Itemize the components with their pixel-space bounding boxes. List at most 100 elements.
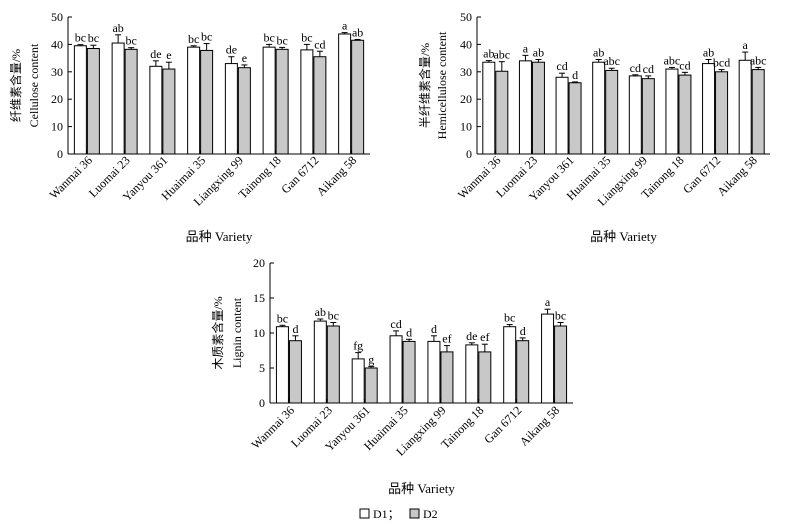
y-axis-label-en: Cellulose content [27, 43, 41, 127]
significance-label: abc [493, 48, 510, 62]
bar-d2 [568, 82, 582, 155]
bar-d2 [288, 340, 302, 404]
bar-d2 [715, 71, 729, 155]
significance-label: fg [353, 339, 363, 353]
y-tick-label: 30 [51, 65, 63, 79]
bar-d1 [111, 42, 125, 155]
significance-label: bc [75, 31, 86, 45]
y-tick-label: 0 [259, 396, 265, 410]
y-tick-label: 40 [51, 37, 63, 51]
bar-d1 [482, 61, 496, 155]
significance-label: d [292, 322, 298, 336]
bar-d2 [162, 68, 176, 155]
y-tick-label: 15 [253, 291, 265, 305]
significance-label: cd [314, 37, 325, 51]
y-tick-label: 0 [57, 147, 63, 161]
significance-label: de [226, 43, 237, 57]
significance-label: ab [593, 45, 604, 59]
significance-label: cd [556, 59, 567, 73]
significance-label: bc [276, 33, 287, 47]
bar-d1 [465, 344, 479, 404]
bar-d1 [300, 49, 314, 155]
significance-label: g [368, 353, 374, 367]
cellulose-chart: 0 10 20 30 40 50 纤维素含量/% Cellulose content 品种 Va… [8, 10, 370, 244]
y-tick-label: 10 [51, 120, 63, 134]
significance-label: bc [88, 31, 99, 45]
bar-d2 [237, 67, 251, 155]
significance-label: d [406, 325, 412, 339]
significance-label: ab [112, 21, 123, 35]
significance-label: d [520, 324, 526, 338]
bar-d2 [402, 340, 416, 404]
bar-d1 [503, 326, 517, 404]
x-axis-label: 品种 Variety [186, 229, 253, 244]
y-axis-label-en: Lignin content [230, 297, 244, 368]
legend-label-d1: D1； [373, 507, 400, 521]
bar-d2 [440, 351, 454, 404]
bar-d2 [516, 340, 530, 404]
bar-d2 [478, 351, 492, 404]
significance-label: bc [201, 30, 212, 44]
bar-d2 [641, 78, 655, 155]
category-label: Wanmai 36 [248, 403, 297, 452]
category-label: Aikang 58 [517, 403, 562, 448]
significance-label: ab [703, 45, 714, 59]
significance-label: ab [533, 45, 544, 59]
y-tick-label: 5 [259, 361, 265, 375]
significance-label: bc [188, 32, 199, 46]
significance-label: de [466, 329, 477, 343]
significance-label: a [342, 19, 348, 33]
significance-label: abc [664, 53, 681, 67]
significance-label: ab [352, 25, 363, 39]
y-tick-label: 30 [460, 65, 472, 79]
bar-d1 [702, 63, 716, 155]
significance-label: a [523, 41, 529, 55]
bar-d1 [149, 65, 163, 155]
significance-label: cd [390, 317, 401, 331]
legend-swatch-d2 [409, 508, 420, 519]
significance-label: cd [679, 58, 690, 72]
bar-d1 [518, 60, 532, 155]
bar-d2 [678, 74, 692, 155]
x-axis-label: 品种 Variety [590, 229, 657, 244]
significance-label: ab [483, 47, 494, 61]
significance-label: a [743, 38, 749, 52]
bar-d2 [605, 69, 619, 155]
bar-d2 [751, 69, 765, 155]
bar-d2 [86, 48, 100, 155]
y-tick-label: 20 [253, 256, 265, 270]
y-tick-label: 10 [253, 326, 265, 340]
bar-d2 [364, 367, 378, 404]
y-tick-label: 10 [460, 120, 472, 134]
significance-label: ef [480, 330, 489, 344]
significance-label: bc [555, 309, 566, 323]
significance-label: a [545, 295, 551, 309]
bar-d1 [73, 45, 87, 155]
significance-label: bc [263, 30, 274, 44]
bar-d1 [738, 59, 752, 155]
significance-label: bc [504, 311, 515, 325]
y-axis-label-cn: 木质素含量/% [210, 296, 225, 369]
significance-label: bc [125, 34, 136, 48]
category-label: Wanmai 36 [46, 153, 95, 202]
bar-d2 [124, 48, 138, 155]
significance-label: e [242, 51, 247, 65]
y-tick-label: 40 [460, 37, 472, 51]
bar-d1 [313, 320, 327, 404]
bar-d2 [531, 61, 545, 155]
significance-label: d [431, 322, 437, 336]
significance-label: cd [630, 61, 641, 75]
bar-d2 [326, 325, 340, 404]
legend-label-d2: D2 [423, 507, 438, 521]
bar-d1 [187, 46, 201, 155]
bar-d1 [592, 61, 606, 155]
significance-label: abc [603, 54, 620, 68]
y-tick-label: 20 [51, 92, 63, 106]
bar-d1 [224, 63, 238, 155]
bar-d2 [313, 56, 327, 155]
bar-d1 [351, 358, 365, 404]
y-axis-label-en: Hemicellulose content [435, 31, 449, 139]
hemicellulose-chart: 0 10 20 30 40 50 半纤维素含量/% Hemicellulose content… [417, 10, 770, 244]
significance-label: e [166, 48, 171, 62]
